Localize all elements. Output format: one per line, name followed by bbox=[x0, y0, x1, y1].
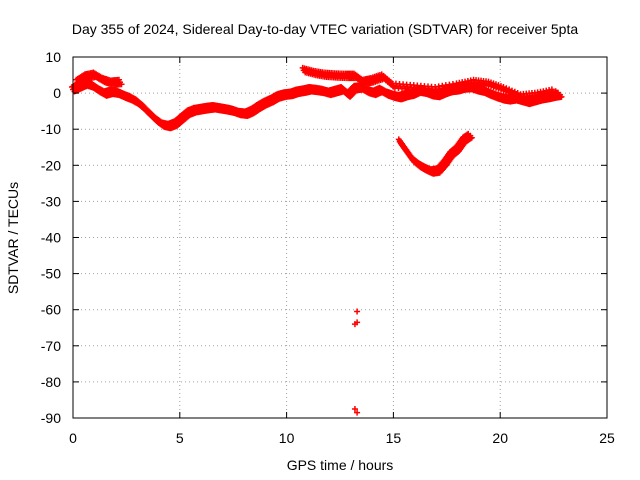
y-tick-label: -60 bbox=[41, 302, 61, 318]
x-tick-label: 20 bbox=[492, 430, 508, 446]
y-axis: 10 0 -10 -20 -30 -40 -50 -60 -70 -80 -90 bbox=[41, 49, 607, 426]
grid bbox=[73, 57, 607, 418]
x-tick-label: 10 bbox=[279, 430, 295, 446]
y-tick-label: -10 bbox=[41, 121, 61, 137]
x-axis-label: GPS time / hours bbox=[287, 457, 394, 473]
y-axis-label: SDTVAR / TECUs bbox=[5, 182, 21, 294]
data-point bbox=[500, 83, 507, 90]
y-tick-label: -80 bbox=[41, 374, 61, 390]
data-point bbox=[351, 405, 358, 412]
x-tick-label: 5 bbox=[176, 430, 184, 446]
x-tick-label: 0 bbox=[69, 430, 77, 446]
series-main-trace bbox=[69, 78, 565, 132]
chart-title: Day 355 of 2024, Sidereal Day-to-day VTE… bbox=[72, 21, 579, 37]
data-point bbox=[509, 87, 516, 94]
x-tick-label: 15 bbox=[386, 430, 402, 446]
data-point bbox=[115, 76, 122, 83]
y-tick-label: -30 bbox=[41, 193, 61, 209]
data-point bbox=[354, 319, 361, 326]
data-points bbox=[69, 64, 565, 416]
series-outliers bbox=[351, 308, 361, 416]
data-point bbox=[354, 308, 361, 315]
data-point bbox=[554, 90, 561, 97]
data-point bbox=[548, 86, 555, 93]
data-point bbox=[558, 93, 565, 100]
y-tick-label: -40 bbox=[41, 230, 61, 246]
data-point bbox=[511, 88, 518, 95]
series-afternoon-dip bbox=[395, 130, 475, 177]
y-tick-label: -50 bbox=[41, 266, 61, 282]
x-tick-label: 25 bbox=[599, 430, 615, 446]
data-point bbox=[354, 409, 361, 416]
data-point bbox=[468, 134, 475, 141]
y-tick-label: -90 bbox=[41, 410, 61, 426]
y-tick-label: 10 bbox=[45, 49, 61, 65]
y-tick-label: -70 bbox=[41, 338, 61, 354]
y-tick-label: -20 bbox=[41, 157, 61, 173]
data-point bbox=[506, 86, 513, 93]
series-upper-band bbox=[73, 64, 561, 102]
data-point bbox=[514, 90, 521, 97]
y-tick-label: 0 bbox=[53, 85, 61, 101]
data-point bbox=[503, 85, 510, 92]
x-axis: 0 5 10 15 20 25 bbox=[69, 57, 615, 446]
data-point bbox=[118, 81, 125, 88]
